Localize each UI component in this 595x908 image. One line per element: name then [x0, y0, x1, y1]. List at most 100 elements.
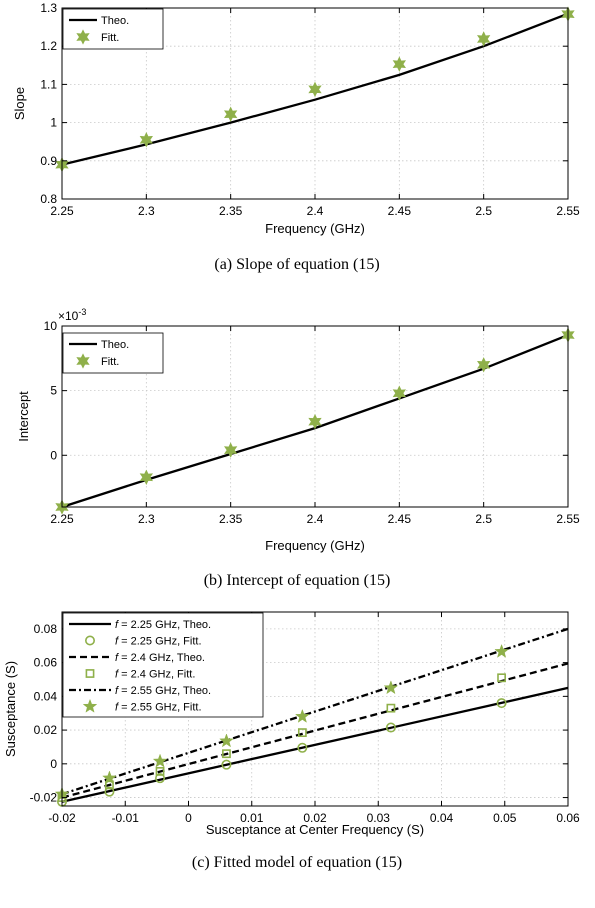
data-point — [224, 442, 238, 458]
data-point — [155, 767, 165, 776]
data-point — [383, 680, 399, 695]
figure-caption: (c) Fitted model of equation (15) — [192, 854, 402, 871]
data-point — [297, 742, 308, 753]
data-point — [224, 106, 238, 122]
legend-label: f = 2.4 GHz, Theo. — [115, 652, 205, 664]
y-axis-label: Slope — [12, 87, 27, 120]
y-tick-label: 1 — [50, 116, 57, 130]
legend-label: f = 2.55 GHz, Theo. — [115, 685, 211, 697]
legend-label-text: = 2.4 GHz, Theo. — [118, 652, 205, 664]
legend-label: f = 2.25 GHz, Fitt. — [115, 636, 202, 648]
data-point — [152, 753, 168, 768]
data-point — [385, 722, 396, 733]
legend-italic-symbol: f — [115, 619, 119, 631]
x-axis-label: Frequency (GHz) — [265, 221, 365, 236]
chart-3: -0.02 -0.01 0 0.01 0.02 0.03 0.04 0.05 0.06 -0.02… — [3, 611, 580, 871]
x-axis-label: Susceptance at Center Frequency (S) — [206, 822, 424, 837]
data-point — [386, 703, 396, 713]
chart-1: 2.25 2.3 2.35 2.4 2.45 2.5 2.55 0.8 0.9 1 1.1 1.2 1.… — [12, 1, 580, 273]
data-point — [308, 413, 322, 430]
series-4 — [57, 673, 506, 802]
figure-caption: (a) Slope of equation (15) — [214, 256, 379, 273]
series-line — [61, 627, 569, 796]
series-6 — [54, 643, 509, 801]
y-tick-label: 1.3 — [40, 1, 57, 15]
legend-box — [62, 612, 264, 718]
figure-caption: (b) Intercept of equation (15) — [204, 572, 391, 589]
data-point — [477, 31, 491, 47]
x-tick-label: 2.4 — [307, 512, 324, 526]
legend-marker — [85, 635, 96, 646]
x-tick-label: 2.3 — [138, 204, 155, 218]
legend-label-text: = 2.25 GHz, Fitt. — [118, 636, 201, 648]
y-tick-label: 1.2 — [40, 39, 57, 53]
y-tick-label: 0.06 — [34, 656, 58, 670]
x-tick-label: 2.45 — [388, 512, 412, 526]
data-point — [104, 786, 115, 797]
y-tick-label: 0.9 — [40, 154, 57, 168]
legend-italic-symbol: f — [115, 652, 119, 664]
series-line — [61, 686, 569, 803]
legend-italic-symbol: f — [115, 669, 119, 681]
data-point — [222, 749, 231, 759]
legend-label: Theo. — [101, 15, 129, 27]
y-tick-label: 0 — [50, 757, 57, 771]
legend-marker — [76, 29, 90, 45]
legend-box — [62, 332, 164, 374]
data-point — [497, 673, 506, 683]
y-tick-label: -0.02 — [30, 791, 58, 805]
data-point — [297, 728, 307, 738]
legend-box — [62, 8, 164, 50]
y-tick-label: 0.08 — [34, 622, 58, 636]
x-tick-label: 2.35 — [219, 512, 243, 526]
legend-marker — [82, 698, 98, 713]
series-5 — [61, 627, 569, 796]
data-point — [308, 81, 322, 98]
x-tick-label: 2.55 — [556, 204, 580, 218]
data-point — [294, 708, 310, 723]
legend-label-text: = 2.4 GHz, Fitt. — [118, 669, 195, 681]
data-point — [392, 385, 406, 401]
x-tick-label: 2.4 — [307, 204, 324, 218]
data-point — [155, 773, 166, 784]
x-tick-label: 2.25 — [50, 512, 74, 526]
y-tick-label: 0.02 — [34, 723, 58, 737]
y-tick-label: 0.04 — [34, 689, 58, 703]
y-tick-label: 0 — [50, 448, 57, 462]
series-1 — [61, 686, 569, 803]
x-tick-label: 2.5 — [475, 512, 492, 526]
x-tick-label: 0.01 — [240, 811, 264, 825]
x-axis-label: Frequency (GHz) — [265, 538, 365, 553]
x-tick-label: 0.06 — [556, 811, 580, 825]
data-point — [494, 643, 509, 658]
data-point — [139, 132, 153, 148]
x-tick-label: 2.3 — [138, 512, 155, 526]
legend-italic-symbol: f — [115, 636, 119, 648]
y-tick-label: 1.1 — [40, 77, 57, 91]
y-axis-label: Intercept — [16, 391, 31, 442]
legend-label-text: = 2.55 GHz, Fitt. — [118, 702, 201, 714]
data-point — [496, 698, 507, 709]
x-tick-label: 2.35 — [219, 204, 243, 218]
legend-italic-symbol: f — [115, 685, 119, 697]
x-tick-label: 0 — [185, 811, 192, 825]
legend-label: f = 2.4 GHz, Fitt. — [115, 669, 195, 681]
data-point — [392, 56, 406, 72]
x-tick-label: 2.45 — [388, 204, 412, 218]
data-point — [102, 770, 117, 785]
y-tick-label: 5 — [50, 384, 57, 398]
x-tick-label: -0.01 — [112, 811, 140, 825]
data-point — [477, 357, 491, 373]
exponent-label: ×10-3 — [58, 307, 86, 323]
legend-label: Fitt. — [101, 356, 119, 368]
legend-label: Theo. — [101, 339, 129, 351]
legend-label: f = 2.25 GHz, Theo. — [115, 619, 211, 631]
y-tick-label: 10 — [44, 319, 58, 333]
y-axis-label: Susceptance (S) — [3, 661, 18, 757]
y-tick-label: 0.8 — [40, 192, 57, 206]
x-tick-label: 0.02 — [303, 811, 327, 825]
x-tick-label: 2.55 — [556, 512, 580, 526]
legend-marker — [85, 669, 95, 678]
legend: f = 2.25 GHz, Theo.f = 2.25 GHz, Fitt.f … — [62, 612, 264, 718]
